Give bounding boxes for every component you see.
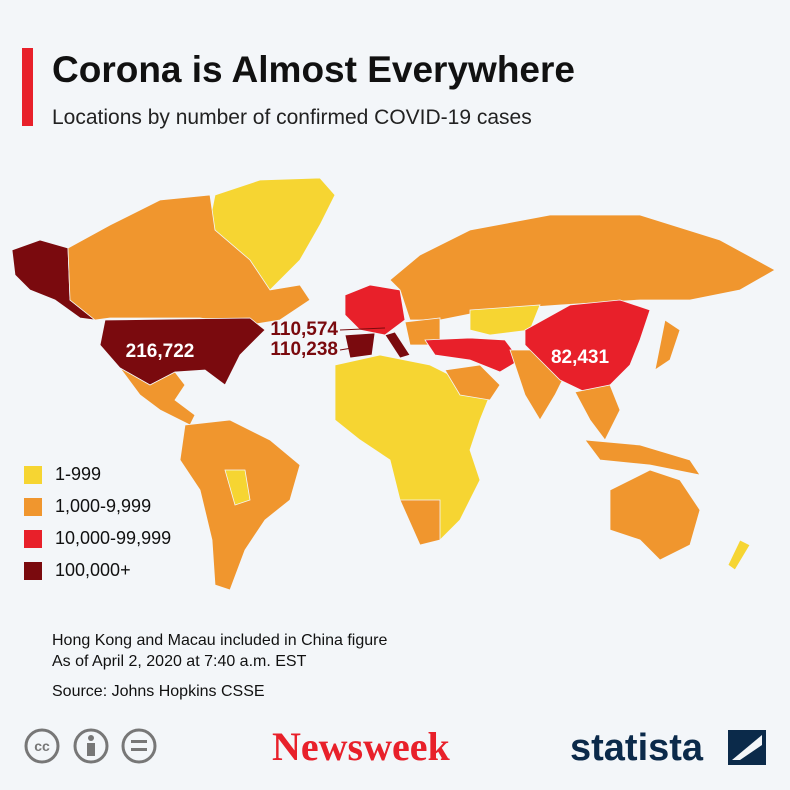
subtitle: Locations by number of confirmed COVID-1…	[52, 106, 532, 129]
newsweek-logo: Newsweek	[272, 724, 450, 769]
cc-text: cc	[34, 738, 50, 754]
bolivia	[224, 469, 251, 506]
arabia	[444, 364, 501, 401]
legend-swatch	[24, 530, 42, 548]
canada	[67, 194, 311, 326]
map-label: 110,238	[270, 339, 338, 360]
by-head	[88, 735, 94, 741]
accent-bar	[22, 48, 33, 126]
japan	[654, 319, 681, 371]
africa	[334, 354, 491, 546]
south-africa	[399, 499, 441, 546]
by-body	[87, 743, 95, 756]
turkey-iran	[424, 337, 521, 373]
note: As of April 2, 2020 at 7:40 a.m. EST	[52, 653, 307, 670]
south-america	[179, 419, 301, 591]
australia	[609, 469, 701, 561]
nd-bar	[131, 748, 147, 751]
map-label: 110,574	[270, 319, 338, 340]
note: Hong Kong and Macau included in China fi…	[52, 632, 387, 649]
alaska	[11, 239, 97, 321]
legend-swatch	[24, 498, 42, 516]
statista-logo: statista	[570, 727, 704, 769]
map-label: 216,722	[126, 341, 195, 362]
china	[524, 299, 651, 393]
legend: 1-999 1,000-9,999 10,000-99,999 100,000+	[24, 464, 171, 580]
leader-line	[339, 327, 386, 331]
central-asia	[469, 304, 541, 336]
source: Source: Johns Hopkins CSSE	[52, 683, 265, 700]
nd-bar	[131, 740, 147, 743]
legend-label: 1,000-9,999	[55, 496, 151, 516]
legend-label: 10,000-99,999	[55, 528, 171, 548]
legend-swatch	[24, 562, 42, 580]
cc-icons: cc	[24, 728, 157, 764]
nd-icon	[121, 728, 157, 764]
legend-swatch	[24, 466, 42, 484]
statista-mark	[728, 730, 766, 765]
spain	[344, 332, 376, 359]
legend-label: 1-999	[55, 464, 101, 484]
mexico	[119, 367, 196, 426]
map-label: 82,431	[551, 347, 610, 368]
leader-line	[339, 347, 353, 351]
new-zealand	[727, 539, 751, 571]
italy	[384, 331, 411, 359]
legend-label: 100,000+	[55, 560, 131, 580]
by-icon	[73, 728, 109, 764]
indonesia	[584, 439, 701, 476]
title: Corona is Almost Everywhere	[52, 49, 575, 90]
usa	[99, 317, 266, 386]
cc-icon	[24, 728, 60, 764]
western-europe	[344, 284, 406, 336]
world-map: 216,722 110,574 110,238 82,431	[11, 177, 776, 591]
se-asia	[574, 384, 621, 441]
